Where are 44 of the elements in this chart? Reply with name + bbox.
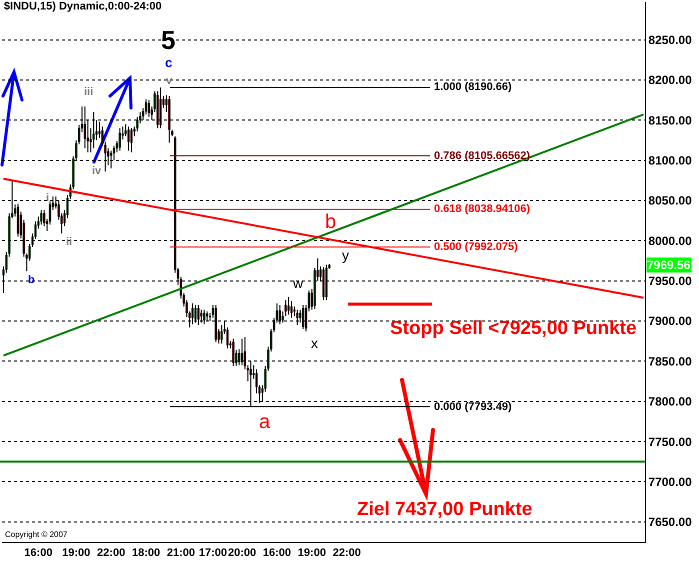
annotation: b bbox=[28, 274, 35, 286]
x-tick-label: 17:00 bbox=[198, 547, 228, 560]
y-tick-label: 8000.00 bbox=[648, 234, 692, 248]
y-tick-label: 8250.00 bbox=[648, 32, 692, 47]
annotation: c bbox=[165, 55, 172, 70]
annotation: y bbox=[342, 247, 349, 263]
ref-line-label: 0.000 (7793.49) bbox=[434, 401, 512, 413]
annotation: Ziel 7437,00 Punkte bbox=[357, 499, 532, 520]
annotation: v bbox=[166, 75, 173, 87]
chart-title: $INDU,15) Dynamic,0:00-24:00 bbox=[4, 0, 162, 12]
x-tick-label: 22:00 bbox=[332, 547, 361, 560]
y-tick-label: 8100.00 bbox=[648, 154, 692, 168]
annotation: a bbox=[259, 411, 271, 433]
x-tick-label: 21:00 bbox=[166, 547, 195, 560]
ref-line-label: 0.500 (7992.075) bbox=[434, 241, 518, 253]
annotation: b bbox=[325, 211, 336, 233]
annotation: i bbox=[46, 192, 50, 204]
annotation: x bbox=[311, 335, 318, 351]
ref-line-label: 1.000 (8190.66) bbox=[434, 81, 512, 93]
x-tick-label: 22:00 bbox=[97, 547, 126, 560]
annotation: iv bbox=[92, 165, 102, 177]
x-tick-label: 16:00 bbox=[24, 547, 52, 560]
y-tick-label: 7900.00 bbox=[648, 314, 692, 328]
ref-line-label: 0.786 (8105.66562) bbox=[434, 150, 530, 162]
x-tick-label: 19:00 bbox=[62, 547, 90, 560]
y-tick-label: 7700.00 bbox=[648, 474, 692, 489]
y-tick-label: 8200.00 bbox=[648, 73, 692, 88]
y-tick-label: 8150.00 bbox=[648, 113, 692, 128]
ref-line-label: Stopp Sell <7925,00 Punkte bbox=[390, 318, 637, 339]
text: 7969.56 bbox=[647, 258, 691, 272]
y-tick-label: 7750.00 bbox=[648, 434, 692, 449]
y-tick-label: 7800.00 bbox=[648, 394, 692, 409]
x-tick-label: 18:00 bbox=[132, 547, 160, 560]
y-tick-label: 8050.00 bbox=[648, 194, 692, 208]
annotation: 5 bbox=[161, 25, 176, 55]
y-tick-label: 7850.00 bbox=[648, 354, 692, 368]
x-tick-label: 19:00 bbox=[298, 547, 326, 560]
x-tick-label: 16:00 bbox=[262, 547, 292, 560]
annotation: iii bbox=[84, 86, 94, 98]
x-tick-label: 20:00 bbox=[228, 547, 256, 560]
annotation: Copyright © 2007 bbox=[5, 530, 68, 539]
ref-line-label: 0.618 (8038.94106) bbox=[434, 203, 530, 215]
y-tick-label: 7950.00 bbox=[648, 274, 692, 288]
y-tick-label: 7650.00 bbox=[648, 515, 692, 530]
